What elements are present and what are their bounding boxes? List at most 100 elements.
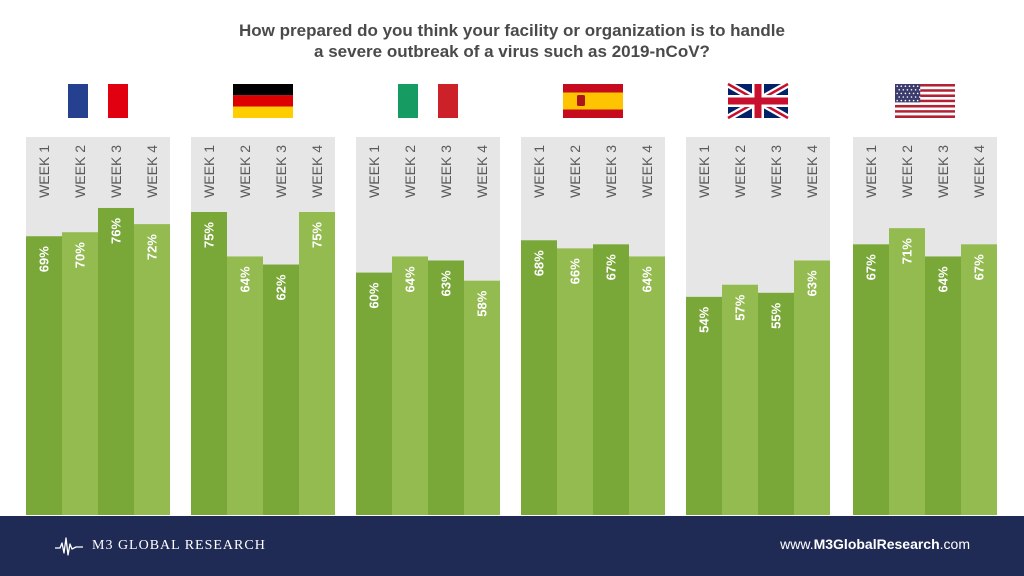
flag-stripe [895, 102, 955, 105]
flag-star [898, 96, 900, 98]
week-label: WEEK 3 [935, 145, 951, 198]
week-label: WEEK 3 [273, 145, 289, 198]
chart-title: How prepared do you think your facility … [0, 20, 1024, 62]
flag-star [912, 92, 915, 95]
flag-star [916, 92, 919, 95]
flag-stripe [895, 97, 955, 100]
flag-star [902, 96, 905, 98]
flag-stripe [233, 84, 293, 96]
bar [62, 232, 98, 515]
value-label: 64% [640, 266, 655, 292]
flag-star [898, 89, 900, 91]
flag-star [908, 92, 911, 95]
flag-star [896, 99, 898, 102]
flag-star [902, 89, 905, 91]
flag-stripe [895, 91, 955, 95]
value-label: 75% [310, 222, 325, 248]
flag-cross-red [728, 97, 788, 105]
value-label: 63% [805, 270, 820, 296]
week-label: WEEK 2 [567, 145, 583, 198]
bar [521, 240, 557, 515]
pulse-logo-icon [55, 537, 83, 556]
bar [593, 244, 629, 515]
week-label: WEEK 3 [603, 145, 619, 198]
bar [722, 284, 758, 515]
flag-star [900, 85, 903, 87]
flag-stripe [895, 84, 955, 87]
website-bold: M3GlobalResearch [813, 536, 940, 552]
bar-group-uk: WEEK 1 54% WEEK 2 57% WEEK 3 55% WEEK 4 63% [686, 80, 830, 515]
value-label: 64% [936, 266, 951, 292]
value-label: 57% [733, 294, 748, 320]
value-label: 67% [864, 254, 879, 280]
bar [26, 236, 62, 516]
bar-group-italy: WEEK 1 60% WEEK 2 64% WEEK 3 63% WEEK 4 58% [356, 84, 500, 515]
brand-name: M3 GLOBAL RESEARCH [92, 538, 266, 553]
flag-star [904, 85, 907, 87]
usa-flag [895, 84, 955, 118]
spain-flag [563, 84, 623, 118]
flag-star [912, 99, 915, 102]
flag-stripe [108, 84, 128, 118]
week-label: WEEK 1 [366, 145, 382, 198]
bar [853, 244, 889, 515]
website-prefix: www. [780, 536, 814, 552]
value-label: 64% [403, 266, 418, 292]
flag-stripe [895, 115, 955, 118]
bar [889, 228, 925, 515]
value-label: 70% [73, 242, 88, 268]
value-label: 68% [532, 250, 547, 276]
week-label: WEEK 4 [474, 145, 490, 198]
value-label: 72% [145, 234, 160, 260]
week-label: WEEK 3 [768, 145, 784, 198]
flag-star [900, 99, 903, 102]
flag-star [908, 85, 911, 87]
flag-stripe [895, 112, 955, 116]
flag-stripe [563, 92, 623, 110]
flag-star [900, 92, 903, 95]
brand-logo[interactable]: M3 GLOBAL RESEARCH [54, 534, 266, 558]
bar [356, 272, 392, 515]
flag-star [918, 96, 921, 98]
bar [925, 256, 961, 515]
value-label: 55% [769, 302, 784, 328]
flag-star [896, 85, 898, 87]
flag-star [896, 92, 898, 95]
value-label: 66% [568, 258, 583, 284]
germany-flag [233, 84, 293, 118]
week-label: WEEK 1 [531, 145, 547, 198]
website-link[interactable]: www.M3GlobalResearch.com [780, 536, 970, 552]
flag-stripe [895, 107, 955, 111]
flag-stripe [418, 84, 438, 118]
week-label: WEEK 1 [201, 145, 217, 198]
chart-title-line-1: How prepared do you think your facility … [239, 21, 785, 40]
flag-star [904, 99, 907, 102]
bar [557, 248, 593, 516]
value-label: 71% [900, 238, 915, 264]
flag-star [906, 89, 909, 91]
flag-star [914, 96, 917, 98]
flag-stripe [438, 84, 458, 118]
week-label: WEEK 4 [804, 145, 820, 198]
value-label: 69% [37, 246, 52, 272]
week-label: WEEK 4 [144, 145, 160, 198]
flag-star [910, 89, 913, 91]
week-label: WEEK 1 [696, 145, 712, 198]
flag-stripe [68, 84, 88, 118]
bar [464, 280, 500, 515]
week-label: WEEK 2 [402, 145, 418, 198]
value-label: 60% [367, 282, 382, 308]
value-label: 67% [604, 254, 619, 280]
value-label: 76% [109, 218, 124, 244]
value-label: 63% [439, 270, 454, 296]
value-label: 67% [972, 254, 987, 280]
flag-stripe [895, 99, 955, 103]
value-label: 58% [475, 290, 490, 316]
bar [134, 224, 170, 515]
bar [392, 256, 428, 515]
france-flag [68, 84, 128, 118]
bar [629, 256, 665, 515]
flag-emblem [577, 95, 585, 106]
flag-star [908, 99, 911, 102]
website-suffix: .com [939, 536, 970, 552]
